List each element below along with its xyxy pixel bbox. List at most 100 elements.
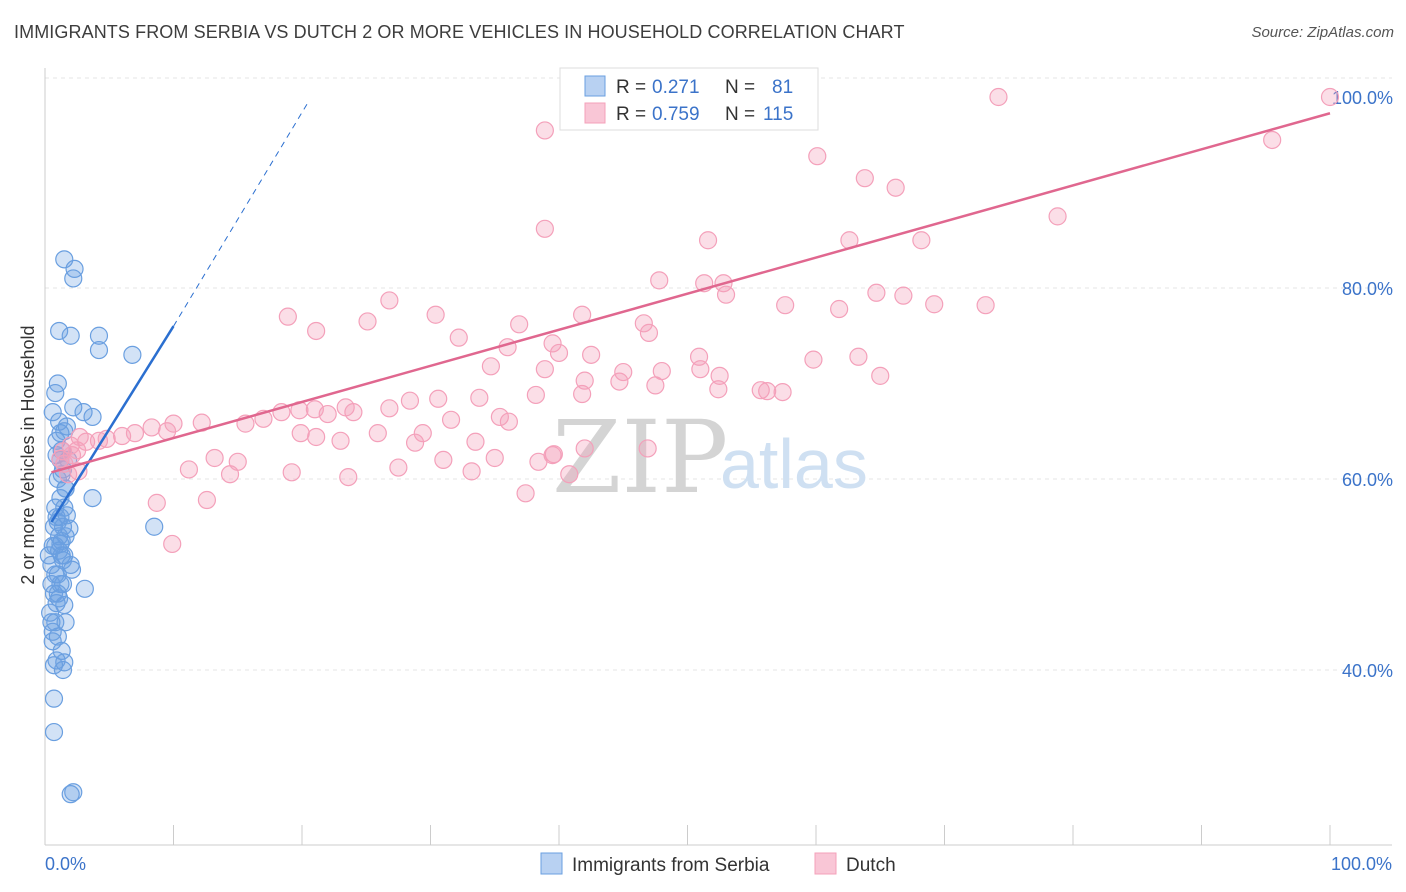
serbia-point <box>64 398 83 417</box>
y-tick-labels: 40.0% 60.0% 80.0% 100.0% <box>1332 88 1393 681</box>
legend-swatch-dutch <box>584 102 606 124</box>
dutch-point <box>205 448 224 468</box>
x-tick-label-100: 100.0% <box>1331 854 1392 874</box>
y-tick-label-40: 40.0% <box>1342 661 1393 681</box>
dutch-point <box>575 371 594 390</box>
serbia-point <box>50 321 69 341</box>
dutch-point <box>358 312 377 331</box>
serbia-point <box>55 653 74 672</box>
dutch-point <box>535 121 554 140</box>
dutch-point <box>894 286 913 305</box>
dutch-point <box>544 445 563 464</box>
serbia-point <box>56 613 75 632</box>
dutch-point <box>339 467 358 487</box>
dutch-point <box>804 350 823 369</box>
legend-n-value-dutch: 115 <box>763 104 793 125</box>
trend-line-serbia <box>50 325 175 523</box>
y-axis-title: 2 or more Vehicles in Household <box>18 325 38 584</box>
dutch-point <box>573 384 592 404</box>
dutch-point <box>278 307 297 326</box>
serbia-point <box>61 326 80 345</box>
serbia-point <box>145 517 164 536</box>
legend-r-value-serbia: 0.271 <box>652 77 700 98</box>
dutch-point <box>830 299 849 319</box>
dutch-point <box>549 343 569 363</box>
serbia-point <box>46 565 65 584</box>
dutch-point <box>543 334 562 353</box>
dutch-point <box>639 323 659 342</box>
serbia-point <box>53 660 73 680</box>
dutch-point <box>582 345 601 364</box>
serbia-point <box>64 269 83 288</box>
source-label: Source: ZipAtlas.com <box>1251 24 1394 41</box>
serbia-point <box>50 589 69 608</box>
serbia-point <box>57 417 76 436</box>
legend-swatch-serbia <box>584 75 606 97</box>
dutch-point <box>307 321 326 341</box>
dutch-point <box>516 484 535 503</box>
dutch-point <box>529 452 548 471</box>
dutch-point <box>614 362 633 382</box>
dutch-point <box>560 465 579 484</box>
y-tick-label-80: 80.0% <box>1342 279 1393 299</box>
dutch-point <box>490 407 509 427</box>
legend-n-value-serbia: 81 <box>772 77 793 98</box>
dutch-point <box>441 410 461 429</box>
dutch-point <box>709 380 728 399</box>
serbia-point <box>65 259 84 278</box>
dutch-point <box>400 391 420 410</box>
serbia-point <box>57 506 76 525</box>
dutch-point <box>282 463 301 482</box>
dutch-point <box>179 460 199 479</box>
trend-lines <box>50 101 1331 523</box>
chart-title: IMMIGRANTS FROM SERBIA VS DUTCH 2 OR MOR… <box>14 22 905 42</box>
dutch-point <box>1320 87 1340 107</box>
dutch-point <box>698 231 718 250</box>
dutch-point <box>147 493 166 512</box>
serbia-point <box>89 326 109 345</box>
dutch-point <box>163 534 182 554</box>
watermark-atlas: atlas <box>720 425 868 503</box>
y-tick-label-60: 60.0% <box>1342 470 1393 490</box>
dutch-point <box>413 424 432 443</box>
trend-line-serbia-extension <box>173 101 309 327</box>
dutch-point <box>112 426 132 446</box>
dutch-point <box>466 432 485 451</box>
dutch-point <box>389 458 408 477</box>
dutch-point <box>318 404 337 424</box>
dutch-point <box>716 285 736 304</box>
series-serbia-points <box>39 250 164 804</box>
bottom-legend-label-serbia: Immigrants from Serbia <box>572 855 770 876</box>
dutch-point <box>307 427 326 447</box>
x-tick-label-0: 0.0% <box>45 854 86 874</box>
dutch-point <box>912 231 931 250</box>
serbia-point <box>43 403 62 422</box>
dutch-point <box>429 389 448 408</box>
watermark: ZIP atlas <box>552 399 868 516</box>
serbia-point <box>48 374 67 393</box>
dutch-point <box>691 360 710 379</box>
y-tick-label-100: 100.0% <box>1332 88 1393 108</box>
dutch-point <box>1048 207 1067 226</box>
legend-n-label-serbia: N = <box>725 77 755 98</box>
serbia-point <box>64 783 83 802</box>
legend-r-value-dutch: 0.759 <box>652 104 700 125</box>
dutch-point <box>197 490 217 510</box>
serbia-point <box>48 627 67 646</box>
dutch-point <box>462 462 481 481</box>
dutch-point <box>434 450 453 469</box>
legend-r-label-serbia: R = <box>616 77 646 98</box>
dutch-point <box>470 388 489 407</box>
dutch-point <box>499 412 518 431</box>
dutch-point <box>871 366 890 385</box>
dutch-point <box>405 433 425 452</box>
dutch-point <box>449 328 468 347</box>
watermark-zip: ZIP <box>552 399 728 516</box>
serbia-point <box>83 489 102 508</box>
dutch-point <box>575 439 594 458</box>
serbia-point <box>44 722 64 742</box>
serbia-point <box>61 785 80 804</box>
dutch-point <box>886 178 905 197</box>
serbia-point <box>83 407 102 427</box>
